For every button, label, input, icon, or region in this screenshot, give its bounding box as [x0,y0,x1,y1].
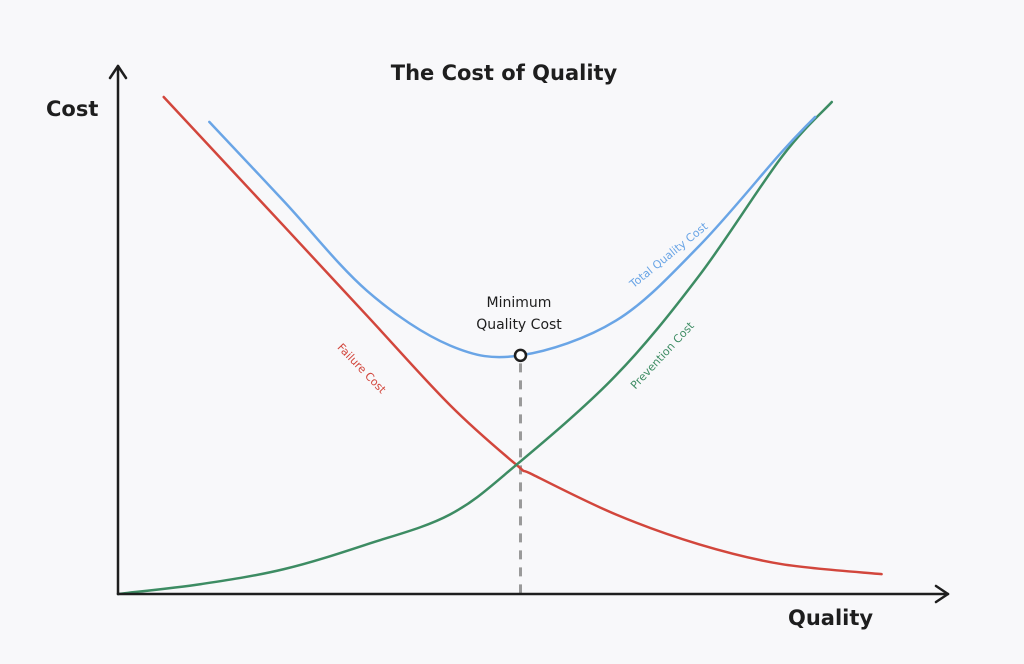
minimum-quality-cost-marker [513,348,528,363]
minimum-quality-cost-annotation-line-2: Quality Cost [476,317,562,333]
y-axis-arrowhead [108,64,128,80]
curves-layer [116,95,883,596]
axes [108,64,950,604]
prevention-cost-label: Prevention Cost [628,319,697,392]
failure-cost-line [162,95,883,576]
prevention-cost-line [116,100,834,596]
x-axis-label: Quality [788,606,873,630]
total-quality-cost-label: Total Quality Cost [626,219,710,291]
minimum-quality-cost-annotation-line-1: Minimum [487,295,552,311]
x-axis-arrowhead [934,584,950,604]
y-axis-label: Cost [46,97,98,121]
failure-cost-label: Failure Cost [335,341,389,397]
chart-title: The Cost of Quality [391,61,618,85]
